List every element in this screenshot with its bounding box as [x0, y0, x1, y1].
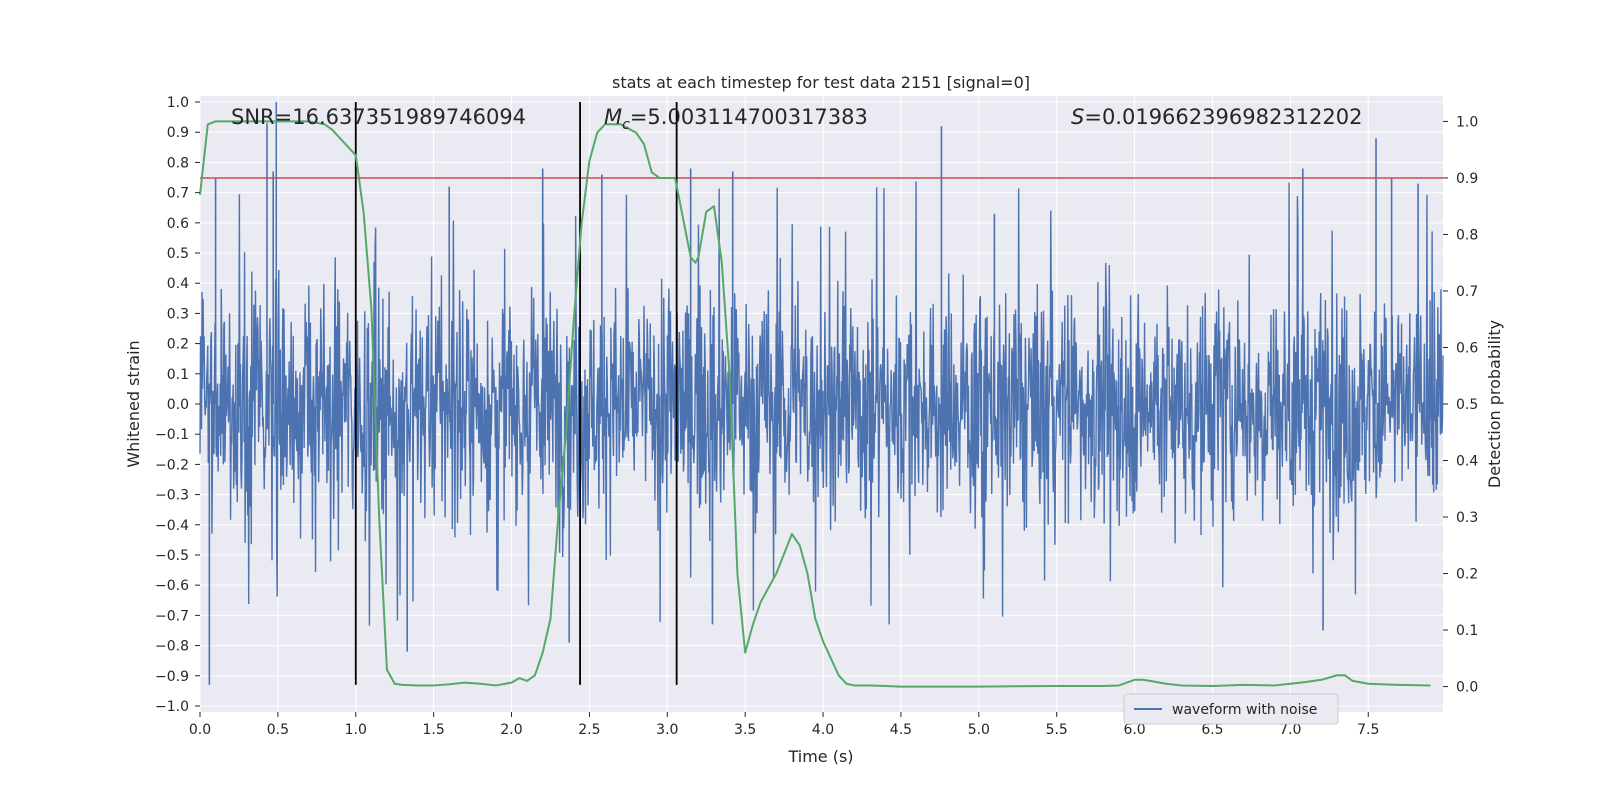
x-tick-label-11: 5.5	[1046, 722, 1068, 738]
x-tick-label-10: 5.0	[968, 722, 990, 738]
y2-tick-label-8: 0.8	[1456, 227, 1478, 243]
x-axis-label: Time (s)	[787, 747, 853, 766]
x-tick-label-14: 7.0	[1279, 722, 1301, 738]
y-tick-label-5: −0.5	[155, 548, 189, 564]
legend: waveform with noise	[1123, 693, 1339, 725]
y-axis-label: Whitened strain	[124, 340, 143, 467]
y2-tick-label-4: 0.4	[1456, 454, 1478, 470]
y-tick-label-4: −0.6	[155, 578, 189, 594]
y-tick-label-16: 0.6	[167, 216, 189, 232]
x-tick-label-13: 6.5	[1201, 722, 1223, 738]
y-tick-label-1: −0.9	[155, 669, 189, 685]
probability-line	[199, 120, 1431, 688]
x-tick-label-1: 0.5	[267, 722, 289, 738]
s-value: =0.019662396982312202	[1084, 105, 1362, 129]
x-tick-label-15: 7.5	[1357, 722, 1379, 738]
chirp-mass-annotation: Mc=5.003114700317383	[604, 105, 868, 133]
snr-annotation: SNR=16.637351989746094	[231, 105, 526, 129]
y-tick-label-11: 0.1	[167, 367, 189, 383]
x-tick-label-4: 2.0	[500, 722, 522, 738]
y-tick-label-20: 1.0	[167, 95, 189, 111]
y-tick-label-14: 0.4	[167, 276, 189, 292]
y-tick-label-8: −0.2	[155, 457, 189, 473]
y2-tick-label-1: 0.1	[1456, 623, 1478, 639]
s-annotation: S=0.019662396982312202	[1071, 105, 1362, 129]
y-axis-ticks: −1.0 −0.9 −0.8 −0.7 −0.6 −0.5 −0.4 −0.3 −0.2 −0.1…	[155, 95, 200, 715]
y-tick-label-9: −0.1	[155, 427, 189, 443]
x-tick-label-9: 4.5	[890, 722, 912, 738]
legend-entry-waveform: waveform with noise	[1172, 702, 1317, 718]
y-tick-label-19: 0.9	[167, 125, 189, 141]
y-tick-label-12: 0.2	[167, 337, 189, 353]
x-tick-label-2: 1.0	[345, 722, 367, 738]
y-tick-label-15: 0.5	[167, 246, 189, 262]
chirp-mass-subscript: c	[622, 117, 630, 133]
x-tick-label-7: 3.5	[734, 722, 756, 738]
series-detection-probability	[199, 120, 1431, 688]
x-tick-label-6: 3.0	[656, 722, 678, 738]
y-tick-label-18: 0.8	[167, 155, 189, 171]
y2-tick-label-9: 0.9	[1456, 171, 1478, 187]
y-tick-label-0: −1.0	[155, 699, 189, 715]
x-axis-ticks: 0.0 0.5 1.0 1.5 2.0 2.5 3.0 3.5 4.0 4.5 5.0 5.5 6.0 6…	[189, 712, 1379, 738]
series-waveform-with-noise	[199, 102, 1444, 685]
legend-box	[1123, 693, 1339, 725]
chirp-mass-symbol: M	[604, 105, 622, 129]
x-tick-label-8: 4.0	[812, 722, 834, 738]
y2-tick-label-0: 0.0	[1456, 680, 1478, 696]
x-tick-label-5: 2.5	[578, 722, 600, 738]
y2-tick-label-3: 0.3	[1456, 510, 1478, 526]
y-tick-label-10: 0.0	[167, 397, 189, 413]
y-tick-label-2: −0.8	[155, 639, 189, 655]
y2-axis-label: Detection probability	[1485, 320, 1504, 488]
y2-tick-label-2: 0.2	[1456, 567, 1478, 583]
y2-axis-ticks: 0.0 0.1 0.2 0.3 0.4 0.5 0.6 0.7 0.8 0.9 1.0	[1443, 114, 1478, 696]
y2-tick-label-7: 0.7	[1456, 284, 1478, 300]
y2-tick-label-6: 0.6	[1456, 340, 1478, 356]
vertical-markers	[354, 102, 678, 685]
y2-tick-label-10: 1.0	[1456, 114, 1478, 130]
y-tick-label-17: 0.7	[167, 186, 189, 202]
y-tick-label-6: −0.4	[155, 518, 189, 534]
chart-title: stats at each timestep for test data 215…	[612, 73, 1030, 92]
x-tick-label-12: 6.0	[1123, 722, 1145, 738]
y2-tick-label-5: 0.5	[1456, 397, 1478, 413]
y-tick-label-3: −0.7	[155, 608, 189, 624]
x-tick-label-0: 0.0	[189, 722, 211, 738]
s-symbol: S	[1071, 105, 1084, 129]
x-tick-label-3: 1.5	[423, 722, 445, 738]
y-tick-label-13: 0.3	[167, 306, 189, 322]
chirp-mass-value: =5.003114700317383	[630, 105, 868, 129]
y-tick-label-7: −0.3	[155, 488, 189, 504]
